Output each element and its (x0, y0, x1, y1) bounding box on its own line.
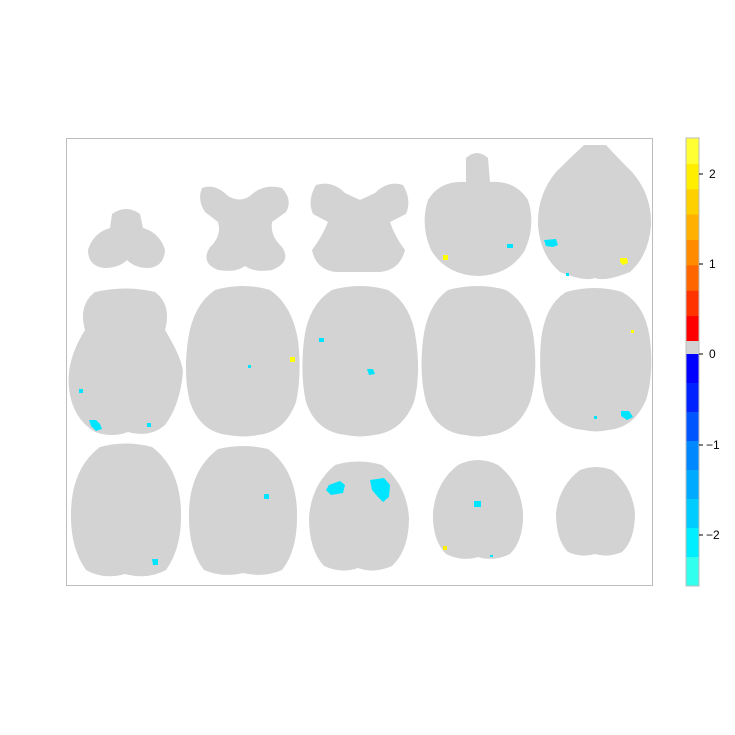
brain-slice-5 (537, 145, 652, 280)
activation-positive (290, 357, 295, 362)
colorbar-band (686, 239, 699, 266)
colorbar-band (686, 290, 699, 317)
activation-negative (507, 244, 513, 248)
brain-slice-15 (556, 467, 635, 556)
brain-slice-3 (310, 183, 409, 272)
colorbar: 2 1 0 −1 −2 (685, 137, 720, 587)
brain-slice-9 (421, 286, 536, 437)
colorbar-tick-label: 0 (709, 347, 716, 361)
colorbar-band (686, 138, 699, 164)
colorbar-tick-label: 1 (709, 257, 716, 271)
activation-negative (264, 494, 269, 499)
plot-frame (66, 138, 653, 586)
colorbar-ticks: 2 1 0 −1 −2 (699, 167, 720, 542)
activation-negative (367, 369, 375, 375)
colorbar-tick-label: 2 (709, 167, 716, 181)
colorbar-band (686, 214, 699, 240)
activation-negative (370, 478, 390, 502)
activation-negative (490, 555, 493, 557)
activation-positive (443, 255, 448, 260)
colorbar-band (686, 528, 699, 558)
activation-negative (326, 481, 345, 495)
colorbar-band (686, 412, 699, 442)
colorbar-tick-label: −2 (706, 528, 720, 542)
activation-negative (594, 416, 597, 419)
brain-slice-11 (70, 443, 182, 577)
activation-negative (566, 273, 569, 276)
activation-positive (620, 258, 628, 265)
brain-slice-12 (188, 446, 298, 575)
brain-slice-7 (185, 286, 300, 437)
activation-positive (631, 330, 634, 333)
activation-negative (248, 365, 251, 368)
colorbar-band (686, 470, 699, 500)
activation-negative (474, 501, 481, 507)
brain-slice-8 (302, 286, 419, 437)
colorbar-band (686, 163, 699, 190)
colorbar-band (686, 499, 699, 529)
brain-slice-13 (309, 461, 409, 571)
brain-slice-2 (200, 186, 289, 271)
colorbar-zero-band (686, 341, 699, 354)
colorbar-band (686, 264, 699, 291)
activation-negative (89, 420, 102, 431)
brain-slice-1 (88, 209, 165, 268)
colorbar-band (686, 557, 699, 587)
activation-negative (152, 559, 158, 565)
activation-negative (544, 239, 558, 247)
brain-slice-14 (432, 460, 524, 559)
colorbar-band (686, 315, 699, 342)
activation-positive (443, 546, 447, 550)
colorbar-band (686, 354, 699, 384)
colorbar-band (686, 441, 699, 471)
slice-grid (68, 145, 652, 577)
brain-slice-6 (68, 288, 183, 435)
colorbar-positive-gradient (686, 138, 699, 342)
brain-slice-4 (424, 153, 532, 276)
activation-negative (319, 338, 324, 342)
brain-slice-10 (540, 288, 652, 432)
colorbar-frame (685, 137, 700, 587)
colorbar-band (686, 188, 699, 215)
activation-negative (147, 423, 151, 427)
activation-negative (621, 411, 633, 420)
colorbar-negative-gradient (686, 354, 699, 587)
activation-clusters (79, 239, 634, 565)
activation-negative (79, 389, 83, 393)
colorbar-band (686, 383, 699, 413)
colorbar-tick-label: −1 (706, 438, 720, 452)
